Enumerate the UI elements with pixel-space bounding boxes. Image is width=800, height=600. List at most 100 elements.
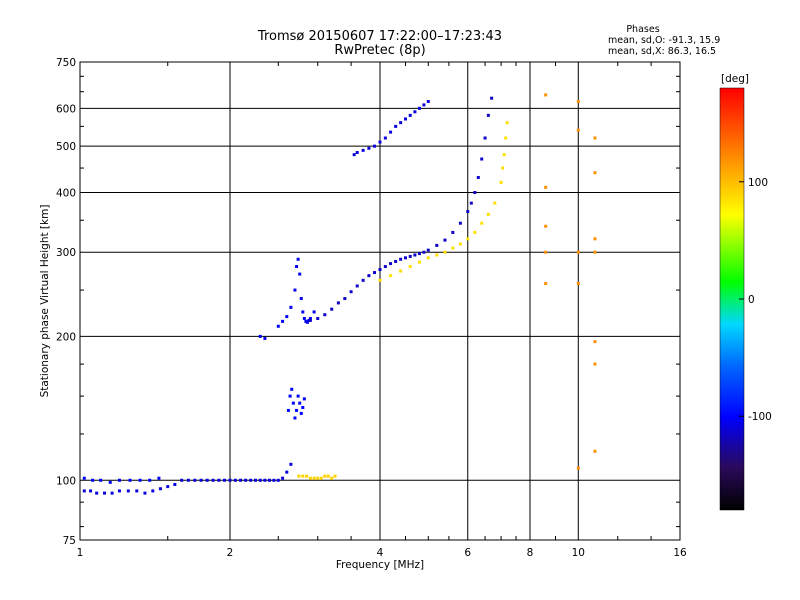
data-point: [443, 238, 447, 242]
data-point: [408, 265, 412, 269]
data-point: [355, 284, 359, 288]
data-point: [108, 480, 112, 484]
data-point: [244, 478, 248, 482]
x-tick-label: 4: [377, 547, 384, 559]
series-f-trace-o: [308, 96, 494, 322]
x-axis-ticks: 1 2 4 6 8 10 16: [77, 62, 687, 559]
series-es-o-: [82, 476, 161, 484]
data-point: [293, 416, 297, 420]
data-point: [82, 476, 86, 480]
data-point: [272, 478, 276, 482]
data-point: [267, 478, 271, 482]
data-point: [263, 478, 267, 482]
x-tick-label: 1: [77, 547, 84, 559]
data-point: [576, 282, 580, 286]
y-tick-label: 600: [56, 103, 76, 115]
data-point: [95, 491, 99, 495]
data-point: [383, 136, 387, 140]
data-point: [157, 476, 161, 480]
series-f1-cusp-o-: [258, 257, 316, 340]
data-point: [422, 103, 426, 107]
data-point: [148, 478, 152, 482]
data-point: [166, 485, 170, 489]
data-point: [82, 489, 86, 493]
data-point: [110, 491, 114, 495]
data-point: [426, 100, 430, 104]
data-point: [298, 401, 302, 405]
data-point: [355, 150, 359, 154]
y-tick-label: 100: [56, 475, 76, 487]
data-point: [323, 313, 327, 317]
data-point: [301, 405, 305, 409]
data-point: [291, 401, 295, 405]
colorbar-tick-label: 100: [748, 177, 768, 189]
data-point: [343, 297, 347, 301]
data-point: [451, 230, 455, 234]
data-point: [281, 476, 285, 480]
data-point: [408, 254, 412, 258]
data-point: [289, 462, 293, 466]
data-point: [367, 274, 371, 278]
data-point: [228, 478, 232, 482]
data-point: [502, 153, 506, 157]
data-point: [593, 136, 597, 140]
data-point: [413, 253, 417, 257]
data-point: [117, 478, 121, 482]
data-point: [180, 478, 184, 482]
data-point: [211, 478, 215, 482]
data-point: [297, 474, 301, 478]
data-point: [308, 476, 312, 480]
data-point: [99, 478, 103, 482]
data-point: [426, 248, 430, 252]
data-point: [367, 146, 371, 150]
chart-title: Tromsø 20150607 17:22:00–17:23:43: [257, 29, 502, 44]
data-point: [296, 257, 300, 261]
data-point: [486, 113, 490, 117]
data-point: [299, 297, 303, 301]
data-point: [89, 489, 93, 493]
data-point: [373, 144, 377, 148]
data-point: [233, 478, 237, 482]
data-point: [544, 282, 548, 286]
data-point: [205, 478, 209, 482]
y-tick-label: 400: [56, 187, 76, 199]
data-point: [593, 340, 597, 344]
data-point: [158, 487, 162, 491]
data-point: [576, 250, 580, 254]
y-axis-label: Stationary phase Virtual Height [km]: [39, 205, 51, 398]
data-point: [473, 230, 477, 234]
x-tick-label: 16: [673, 547, 687, 559]
data-point: [466, 237, 470, 241]
data-point: [295, 408, 299, 412]
data-point: [299, 411, 303, 415]
data-point: [289, 305, 293, 309]
data-point: [413, 110, 417, 114]
data-point: [435, 243, 439, 247]
data-point: [352, 153, 356, 157]
data-point: [426, 256, 430, 260]
data-point: [480, 221, 484, 225]
data-point: [378, 278, 382, 282]
data-point: [394, 124, 398, 128]
data-point: [223, 478, 227, 482]
data-point: [258, 478, 262, 482]
x-tick-label: 6: [464, 547, 471, 559]
data-point: [389, 130, 393, 134]
data-point: [281, 319, 285, 323]
data-point: [458, 221, 462, 225]
data-point: [319, 476, 323, 480]
data-point: [544, 250, 548, 254]
data-point: [285, 470, 289, 474]
data-point: [473, 190, 477, 194]
data-point: [576, 128, 580, 132]
data-point: [326, 474, 330, 478]
data-point: [312, 476, 316, 480]
data-point: [593, 237, 597, 241]
data-point: [276, 324, 280, 328]
y-tick-label: 500: [56, 141, 76, 153]
data-point: [117, 489, 121, 493]
y-axis-ticks: 75 100 200 300 400 500 600 750: [56, 57, 680, 547]
data-point: [288, 394, 292, 398]
data-point: [316, 316, 320, 320]
chart-subtitle: RwPretec (8p): [334, 43, 425, 58]
